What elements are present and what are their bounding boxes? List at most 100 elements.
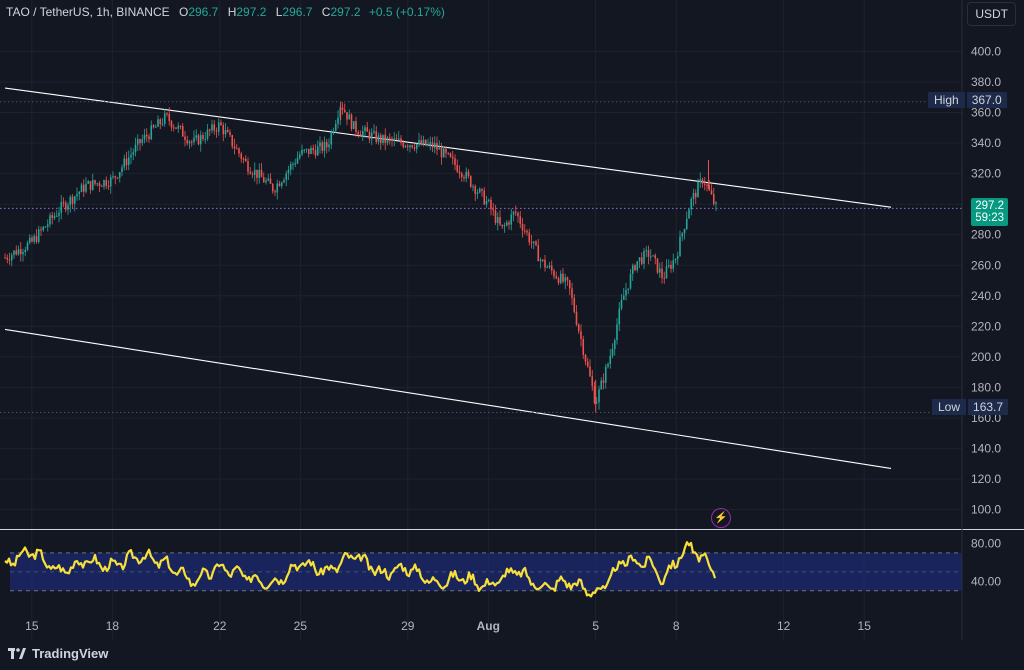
brand-name: TradingView [32,646,109,661]
candle-body [186,139,189,144]
x-tick-label: 18 [106,619,120,633]
candle-body [215,130,218,132]
candle-body [19,249,22,255]
candle-body [330,132,333,145]
candle-body [168,113,171,122]
channel-line[interactable] [4,328,892,469]
tradingview-logo-icon [8,647,26,659]
candle-body [64,202,67,210]
candle-body [593,386,596,404]
symbol-title[interactable]: TAO / TetherUS, 1h, BINANCE [6,5,170,19]
close-value: 297.2 [330,5,361,19]
candle-body [546,267,549,269]
candle-body [598,389,600,403]
candle-body [708,185,711,191]
candle-body [276,183,279,193]
x-tick-label: Aug [477,619,500,633]
candle-body [321,142,324,151]
candle-body [424,139,427,146]
candle-body [667,265,670,267]
candle-body [580,331,582,340]
candle-body [193,137,195,142]
tradingview-logo[interactable]: TradingView [8,646,108,661]
candle-body [262,177,265,183]
time-axis[interactable]: 15 18 22 25 29 Aug 5 8 12 15 [25,619,871,633]
candle-body [544,259,546,268]
low-tag: Low 163.7 [932,399,1009,415]
candle-body [422,139,425,145]
candle-body [292,163,294,165]
candle-body [118,172,121,178]
candle-body [271,183,274,192]
candle-body [13,250,15,255]
candle-body [136,139,139,145]
candle-body [202,134,204,139]
currency-button[interactable]: USDT [967,2,1016,26]
candle-body [636,261,639,271]
candle-body [672,260,675,269]
candle-body [656,258,659,273]
candle-body [121,167,123,173]
candle-body [240,153,243,159]
candle-body [10,254,13,261]
y-tick-label: 380.0 [971,75,1001,89]
y-tick-label: 340.0 [971,136,1001,150]
rsi-line [4,541,717,598]
candle-body [40,229,42,231]
candle-body [629,273,632,289]
candle-body [208,129,211,131]
candle-body [283,179,285,183]
candle-body [622,295,625,300]
rsi-pane: 40.00 80.00 [4,536,1001,598]
candle-body [184,136,186,140]
candle-body [150,125,153,140]
candle-body [260,169,263,178]
candle-body [125,158,128,166]
candle-body [541,259,544,261]
candle-body [427,143,429,146]
candle-body [332,131,335,133]
channel-line[interactable] [4,87,892,208]
candle-body [175,127,177,129]
candle-body [701,179,704,184]
candle-body [582,339,585,355]
candle-body [222,125,225,135]
candle-body [229,132,231,136]
candle-body [172,127,175,129]
candle-body [287,169,290,174]
candle-body [334,123,337,132]
candle-body [449,153,452,157]
candle-body [289,164,292,170]
candle-body [523,230,526,232]
candle-body [586,361,589,367]
open-value: 296.7 [188,5,219,19]
candle-body [247,161,249,172]
candle-body [512,211,515,215]
candle-body [649,256,652,258]
candle-body [634,265,636,271]
candle-body [130,154,132,158]
candle-body [80,184,83,192]
x-tick-label: 15 [25,619,39,633]
y-tick-label: 140.0 [971,442,1001,456]
candle-body [602,380,605,383]
candle-body [438,147,441,150]
candle-body [195,135,198,138]
lightning-icon[interactable]: ⚡ [711,508,731,528]
candle-body [568,280,571,289]
price-axis[interactable]: 100.0120.0140.0160.0180.0200.0220.0240.0… [971,44,1001,516]
candle-body [190,141,193,143]
candle-body [517,212,519,217]
candle-body [688,209,690,219]
candle-body [442,148,445,158]
symbol-legend[interactable]: TAO / TetherUS, 1h, BINANCE O296.7 H297.… [6,5,445,19]
candle-body [85,183,87,192]
candle-body [456,165,459,172]
candle-body [42,226,45,231]
candle-body [499,217,501,225]
candle-body [589,366,591,377]
candle-body [391,138,393,141]
close-label: C [321,5,331,19]
candle-body [145,134,148,137]
